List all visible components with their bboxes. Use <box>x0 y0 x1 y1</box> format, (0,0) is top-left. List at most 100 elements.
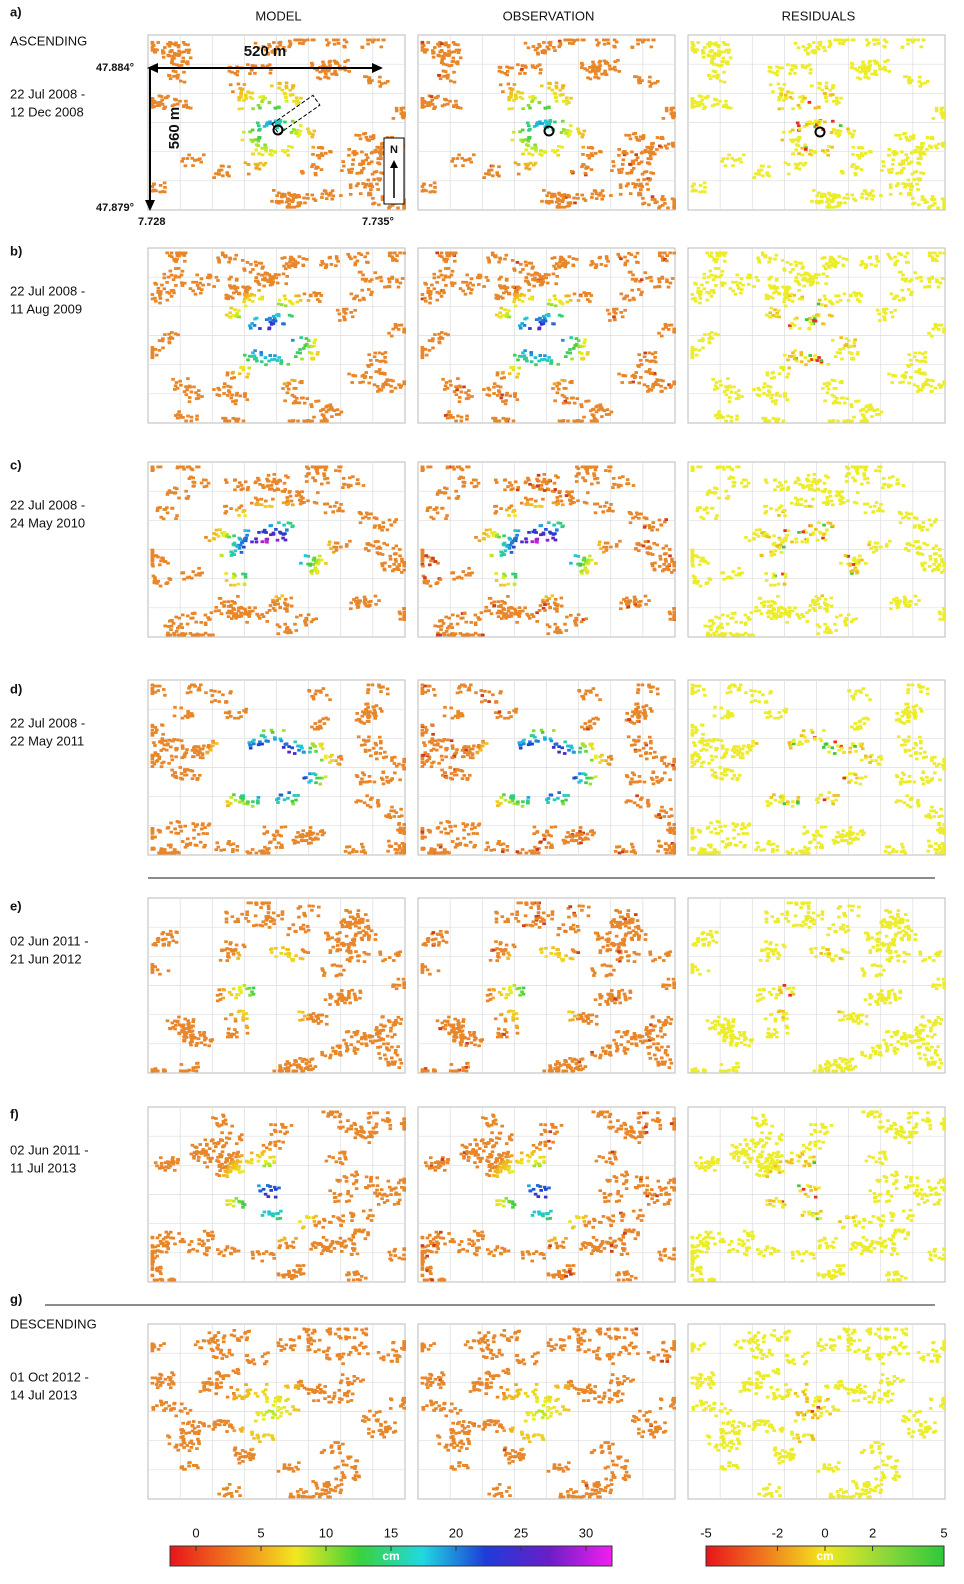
map-point <box>602 39 606 42</box>
map-point <box>650 152 654 155</box>
map-point <box>640 79 644 82</box>
map-point <box>347 148 351 151</box>
map-point <box>698 302 702 305</box>
map-point <box>442 278 446 281</box>
map-point <box>190 157 194 160</box>
map-point <box>879 194 883 197</box>
map-point <box>432 56 436 59</box>
map-point <box>454 100 458 103</box>
map-point <box>821 149 825 152</box>
map-point <box>818 299 822 302</box>
map-point <box>546 359 550 362</box>
map-point <box>312 146 316 149</box>
map-point <box>597 41 601 44</box>
map-point <box>190 416 194 419</box>
map-point <box>397 328 401 331</box>
map-point <box>360 151 364 154</box>
map-point <box>273 478 277 481</box>
map-point <box>528 168 532 171</box>
map-point <box>377 147 381 150</box>
map-point <box>358 599 362 602</box>
map-point <box>660 335 664 338</box>
map-point <box>460 416 464 419</box>
map-point <box>428 339 432 342</box>
map-point <box>241 286 245 289</box>
map-point <box>441 58 445 61</box>
map-point <box>284 488 288 491</box>
map-point <box>722 41 726 44</box>
map-point <box>228 311 232 314</box>
map-point <box>328 64 332 67</box>
map-point <box>619 183 623 186</box>
map-point <box>637 179 641 182</box>
map-point <box>153 51 157 54</box>
map-point <box>527 152 531 155</box>
map-point <box>790 322 794 325</box>
map-point <box>392 117 396 120</box>
map-point <box>297 204 301 207</box>
map-point <box>907 179 911 182</box>
map-point <box>288 261 292 264</box>
map-point <box>701 49 705 52</box>
map-point <box>446 74 450 77</box>
map-point <box>847 299 851 302</box>
map-point <box>172 70 176 73</box>
map-point <box>378 368 382 371</box>
map-point <box>921 146 925 149</box>
map-point <box>353 150 357 153</box>
map-point <box>801 153 805 156</box>
map-point <box>512 300 516 303</box>
map-point <box>557 199 561 202</box>
map-point <box>445 381 449 384</box>
map-point <box>573 402 577 405</box>
map-point <box>941 277 945 280</box>
map-point <box>925 148 929 151</box>
map-point <box>837 204 841 207</box>
map-point <box>186 63 190 66</box>
map-point <box>714 42 718 45</box>
map-point <box>632 162 636 165</box>
map-point <box>192 386 196 389</box>
map-point <box>831 93 835 96</box>
map-point <box>702 56 706 59</box>
map-point <box>174 491 178 494</box>
map-point <box>174 414 178 417</box>
map-point <box>217 170 221 173</box>
map-point <box>174 384 178 387</box>
map-point <box>814 120 818 123</box>
map-point <box>361 160 365 163</box>
map-point <box>231 552 235 555</box>
map-point <box>548 299 552 302</box>
map-point <box>217 609 221 612</box>
map-point <box>762 392 766 395</box>
map-point <box>465 281 469 284</box>
map-point <box>554 304 558 307</box>
date-label: 22 Jul 2008 - <box>10 283 85 298</box>
map-point <box>924 82 928 85</box>
map-point <box>389 558 393 561</box>
map-point <box>391 380 395 383</box>
map-point <box>238 372 242 375</box>
map-point <box>383 383 387 386</box>
map-point <box>340 411 344 414</box>
map-point <box>553 382 557 385</box>
map-point <box>177 267 181 270</box>
map-point <box>648 388 652 391</box>
map-point <box>815 314 819 317</box>
map-point <box>920 280 924 283</box>
map-point <box>527 46 531 49</box>
map-point <box>889 193 893 196</box>
map-point <box>265 540 269 543</box>
map-point <box>216 257 220 260</box>
map-point <box>719 80 723 83</box>
map-point <box>292 419 296 422</box>
map-point <box>371 41 375 44</box>
map-point <box>572 197 576 200</box>
map-point <box>540 275 544 278</box>
map-point <box>850 405 854 408</box>
map-point <box>916 39 920 42</box>
map-point <box>622 374 626 377</box>
map-point <box>790 355 794 358</box>
map-point <box>641 41 645 44</box>
map-point <box>937 328 941 331</box>
